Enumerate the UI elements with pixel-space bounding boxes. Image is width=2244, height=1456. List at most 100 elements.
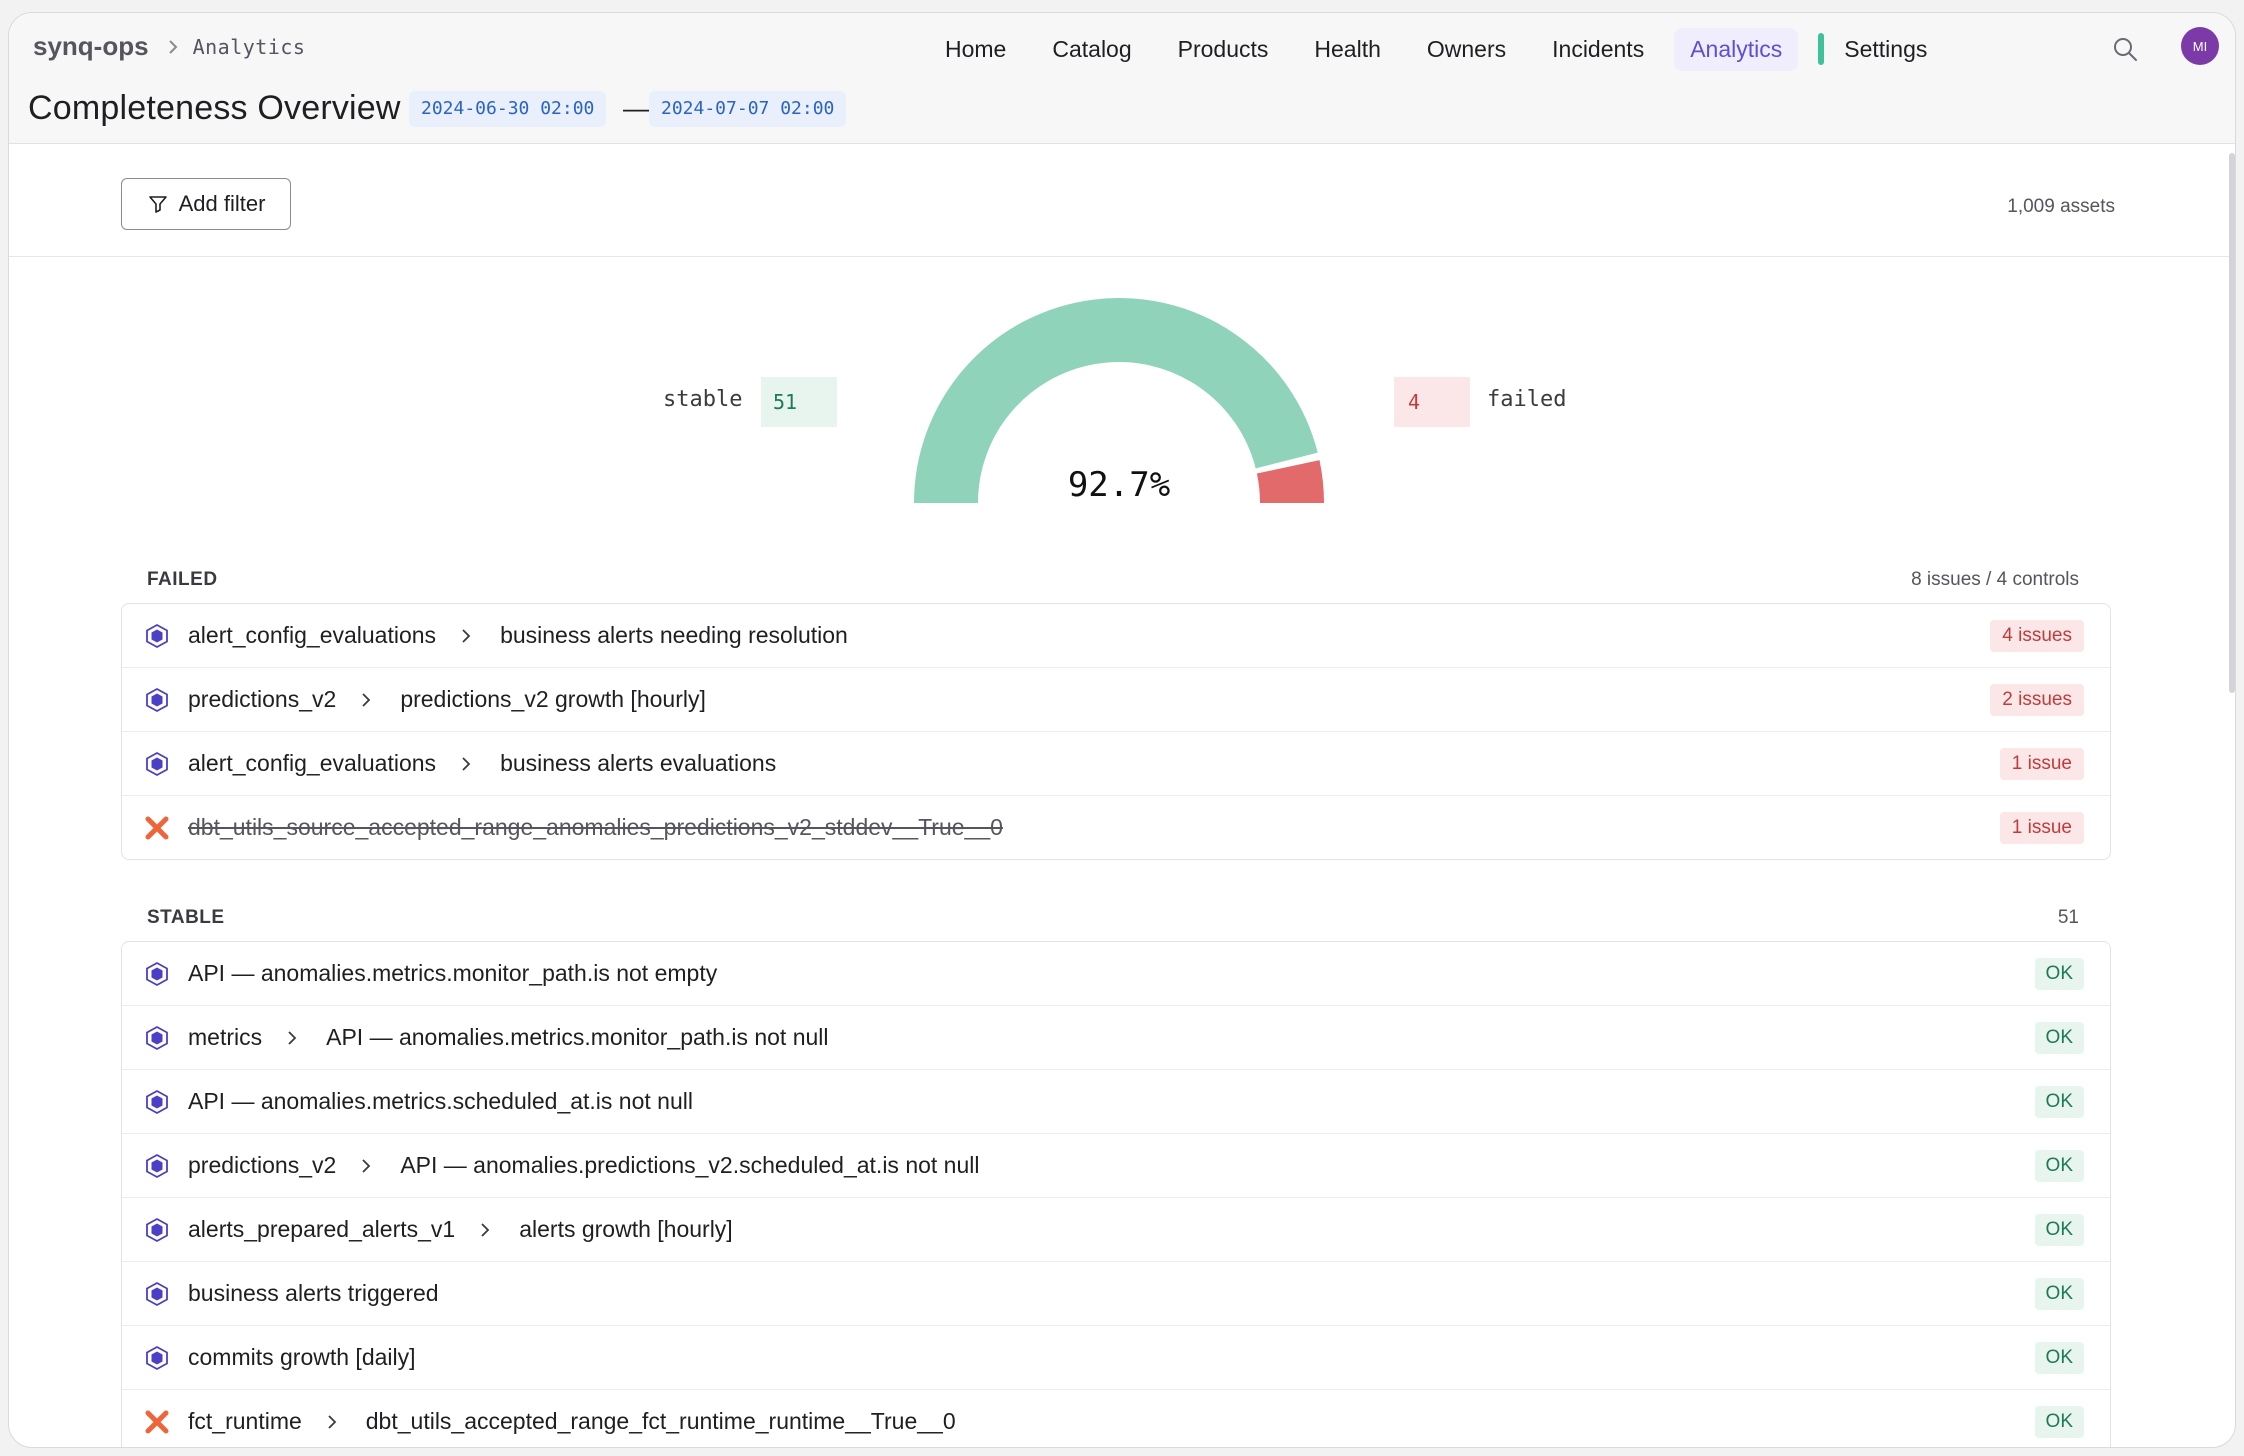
row-name[interactable]: API — anomalies.metrics.scheduled_at.is … — [188, 1088, 693, 1114]
row-parent[interactable]: fct_runtime — [188, 1408, 302, 1434]
search-icon[interactable] — [2109, 33, 2143, 67]
row-name[interactable]: business alerts evaluations — [500, 750, 777, 776]
dbt-icon — [145, 1410, 169, 1434]
nav-owners[interactable]: Owners — [1426, 35, 1507, 62]
failed-count: 4 — [1394, 377, 1470, 427]
asset-count: 1,009 assets — [2007, 196, 2115, 217]
row-name[interactable]: alerts growth [hourly] — [519, 1216, 733, 1242]
breadcrumb: synq-ops Analytics — [33, 31, 305, 62]
list-item[interactable]: dbt_utils_source_accepted_range_anomalie… — [122, 796, 2110, 859]
chevron-right-icon — [288, 1030, 297, 1045]
chevron-right-icon — [362, 1158, 371, 1173]
hexagon-icon — [146, 1281, 168, 1307]
row-parent[interactable]: alert_config_evaluations — [188, 622, 437, 648]
stable-section-title: STABLE — [147, 907, 225, 928]
chevron-right-icon — [481, 1222, 490, 1237]
hexagon-icon — [146, 687, 168, 713]
hexagon-icon — [146, 1089, 168, 1115]
row-name[interactable]: dbt_utils_accepted_range_fct_runtime_run… — [365, 1408, 956, 1434]
list-item[interactable]: API — anomalies.metrics.monitor_path.is … — [122, 942, 2110, 1006]
status-badge: OK — [2034, 958, 2084, 990]
list-item[interactable]: metrics API — anomalies.metrics.monitor_p… — [122, 1006, 2110, 1070]
org-name[interactable]: synq-ops — [33, 31, 149, 61]
row-name[interactable]: commits growth [daily] — [188, 1344, 416, 1370]
avatar[interactable]: MI — [2181, 27, 2219, 65]
top-header: synq-ops Analytics Home Catalog Products… — [9, 13, 2235, 144]
row-text: metrics API — anomalies.metrics.monitor_p… — [188, 1006, 829, 1069]
row-text: commits growth [daily] — [188, 1326, 416, 1389]
row-text: predictions_v2 API — anomalies.prediction… — [188, 1134, 979, 1197]
list-item[interactable]: commits growth [daily] OK — [122, 1326, 2110, 1390]
date-separator: — — [623, 93, 649, 123]
add-filter-label: Add filter — [178, 191, 266, 216]
breadcrumb-current: Analytics — [192, 34, 306, 59]
scrollbar[interactable] — [2229, 153, 2235, 693]
list-item[interactable]: API — anomalies.metrics.scheduled_at.is … — [122, 1070, 2110, 1134]
hexagon-icon — [146, 751, 168, 777]
stable-label: stable — [663, 387, 743, 412]
status-badge: OK — [2034, 1150, 2084, 1182]
row-text: business alerts triggered — [188, 1262, 439, 1325]
row-name[interactable]: API — anomalies.metrics.monitor_path.is … — [188, 960, 718, 986]
list-item[interactable]: alerts_prepared_alerts_v1 alerts growth [… — [122, 1198, 2110, 1262]
list-item[interactable]: business alerts triggered OK — [122, 1262, 2110, 1326]
page-title: Completeness Overview — [28, 89, 401, 127]
completeness-percentage: 92.7% — [1067, 465, 1171, 505]
filter-bar: Add filter 1,009 assets — [9, 144, 2235, 257]
row-parent[interactable]: predictions_v2 — [188, 686, 337, 712]
row-text: API — anomalies.metrics.monitor_path.is … — [188, 942, 717, 1005]
hexagon-icon — [146, 1217, 168, 1243]
row-name[interactable]: API — anomalies.metrics.monitor_path.is … — [326, 1024, 829, 1050]
row-name[interactable]: business alerts needing resolution — [500, 622, 848, 648]
date-start[interactable]: 2024-06-30 02:00 — [409, 91, 607, 127]
gauge-stable-arc — [914, 298, 1318, 504]
hexagon-icon — [146, 1025, 168, 1051]
nav-settings[interactable]: Settings — [1844, 35, 1928, 62]
row-text: fct_runtime dbt_utils_accepted_range_fct_… — [188, 1390, 956, 1447]
stable-list: API — anomalies.metrics.monitor_path.is … — [121, 941, 2111, 1447]
dbt-icon — [145, 816, 169, 840]
add-filter-button[interactable]: Add filter — [121, 178, 291, 230]
status-badge: OK — [2034, 1022, 2084, 1054]
status-badge: OK — [2034, 1278, 2084, 1310]
date-end[interactable]: 2024-07-07 02:00 — [649, 91, 847, 127]
status-badge: 2 issues — [1990, 684, 2084, 716]
hexagon-icon — [146, 1153, 168, 1179]
nav-catalog[interactable]: Catalog — [1052, 35, 1132, 62]
row-name[interactable]: predictions_v2 growth [hourly] — [400, 686, 706, 712]
status-badge: OK — [2034, 1406, 2084, 1438]
row-parent[interactable]: predictions_v2 — [188, 1152, 337, 1178]
chevron-right-icon — [328, 1414, 337, 1429]
nav-analytics[interactable]: Analytics — [1674, 27, 1799, 71]
row-name[interactable]: business alerts triggered — [188, 1280, 439, 1306]
status-badge: OK — [2034, 1214, 2084, 1246]
list-item[interactable]: fct_runtime dbt_utils_accepted_range_fct_… — [122, 1390, 2110, 1447]
row-parent[interactable]: alert_config_evaluations — [188, 750, 437, 776]
row-parent[interactable]: metrics — [188, 1024, 263, 1050]
chevron-right-icon — [362, 692, 371, 707]
row-name[interactable]: dbt_utils_source_accepted_range_anomalie… — [188, 814, 1003, 840]
failed-list: alert_config_evaluations business alerts … — [121, 603, 2111, 860]
nav-incidents[interactable]: Incidents — [1552, 35, 1645, 62]
status-badge: 1 issue — [1999, 748, 2084, 780]
failed-section-meta: 8 issues / 4 controls — [1911, 569, 2079, 590]
main-nav: Home Catalog Products Health Owners Inci… — [929, 27, 1957, 71]
row-parent[interactable]: alerts_prepared_alerts_v1 — [188, 1216, 456, 1242]
row-name[interactable]: API — anomalies.predictions_v2.scheduled… — [400, 1152, 980, 1178]
status-badge: OK — [2034, 1342, 2084, 1374]
list-item[interactable]: predictions_v2 predictions_v2 growth [hou… — [122, 668, 2110, 732]
list-item[interactable]: predictions_v2 API — anomalies.prediction… — [122, 1134, 2110, 1198]
list-item[interactable]: alert_config_evaluations business alerts … — [122, 604, 2110, 668]
chevron-right-icon — [168, 39, 177, 54]
hexagon-icon — [146, 961, 168, 987]
status-badge: 1 issue — [1999, 812, 2084, 844]
nav-products[interactable]: Products — [1177, 35, 1269, 62]
filter-icon — [148, 196, 167, 213]
list-item[interactable]: alert_config_evaluations business alerts … — [122, 732, 2110, 796]
status-badge: 4 issues — [1990, 620, 2084, 652]
row-text: predictions_v2 predictions_v2 growth [hou… — [188, 668, 706, 731]
nav-home[interactable]: Home — [945, 35, 1007, 62]
row-text: alert_config_evaluations business alerts … — [188, 604, 848, 667]
nav-health[interactable]: Health — [1314, 35, 1381, 62]
gauge-failed-arc — [1256, 460, 1324, 504]
